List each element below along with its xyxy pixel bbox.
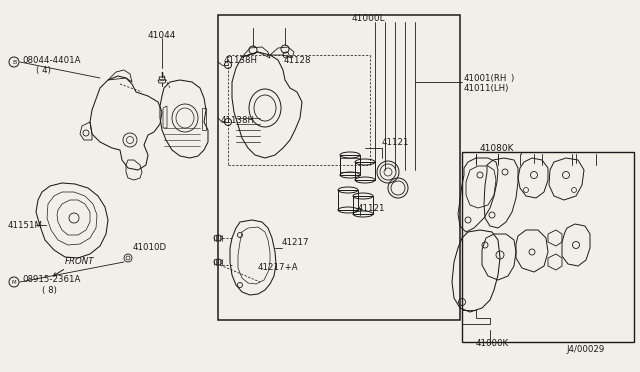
- Polygon shape: [159, 77, 165, 80]
- Text: ( 4): ( 4): [36, 65, 51, 74]
- Bar: [218, 15, 460, 320]
- Text: 41080K: 41080K: [480, 144, 515, 153]
- Text: ): ): [510, 74, 513, 83]
- Text: 41217+A: 41217+A: [258, 263, 299, 273]
- Text: 41217: 41217: [282, 237, 310, 247]
- Text: 08044-4401A: 08044-4401A: [22, 55, 81, 64]
- Text: 41151M: 41151M: [8, 221, 43, 230]
- Text: 41138H: 41138H: [224, 55, 258, 64]
- Text: ( 8): ( 8): [42, 285, 57, 295]
- Text: 41011(LH): 41011(LH): [464, 83, 509, 93]
- Text: M: M: [12, 279, 16, 285]
- Text: 41001(RH: 41001(RH: [464, 74, 508, 83]
- Text: 08915-2361A: 08915-2361A: [22, 276, 81, 285]
- Text: 41010D: 41010D: [133, 244, 167, 253]
- Text: FRONT: FRONT: [65, 257, 95, 266]
- Bar: [462, 152, 634, 342]
- Text: J4/00029: J4/00029: [566, 346, 604, 355]
- Text: 41000K: 41000K: [476, 339, 509, 347]
- Text: 41138H: 41138H: [221, 115, 255, 125]
- Text: 41121: 41121: [358, 203, 385, 212]
- Text: 41000L: 41000L: [352, 13, 386, 22]
- Text: B: B: [12, 60, 16, 64]
- Text: 41121: 41121: [382, 138, 410, 147]
- Text: 41128: 41128: [284, 55, 312, 64]
- Text: 41044: 41044: [148, 31, 176, 39]
